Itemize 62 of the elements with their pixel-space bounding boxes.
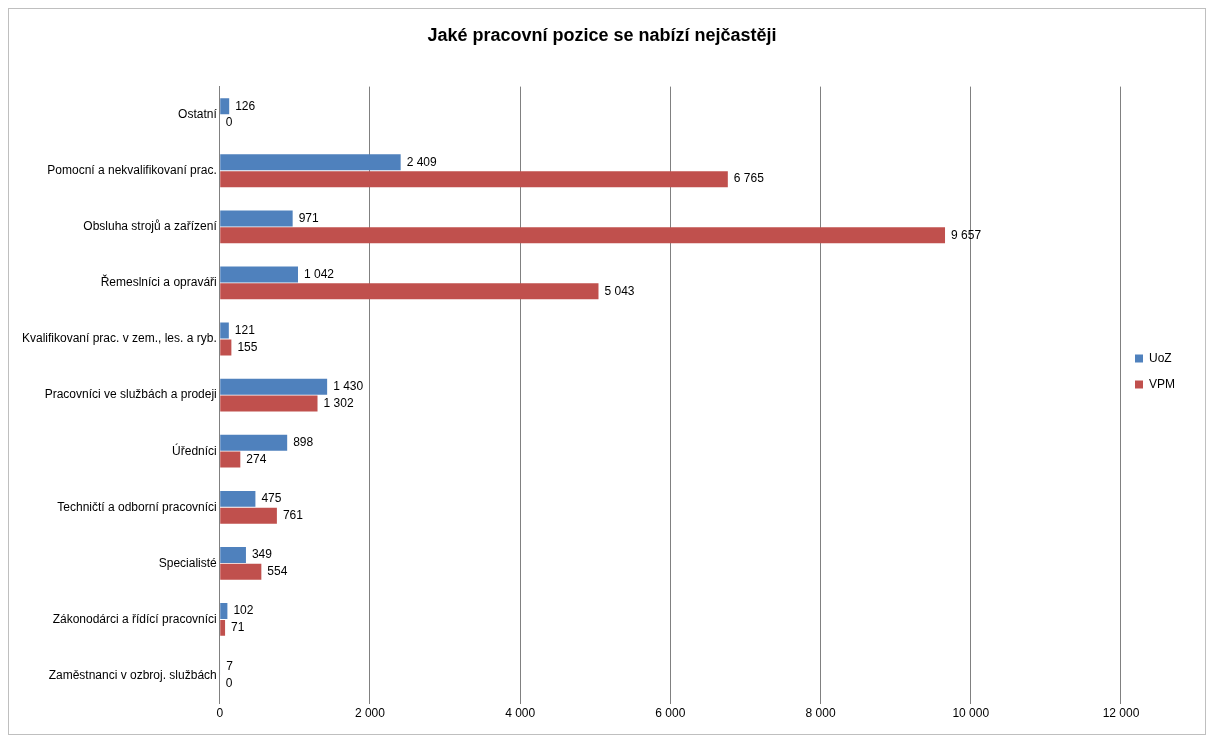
y-tick-label: Pracovníci ve službách a prodeji [44,387,217,402]
y-tick-label: Kvalifikovaní prac. v zem., les. a ryb. [21,331,217,346]
data-label: 761 [282,508,304,523]
data-label: 71 [231,620,245,635]
x-tick-label: 8 000 [805,706,836,721]
data-label: 898 [293,435,314,450]
x-tick-label: 10 000 [952,706,990,721]
chart-title: Jaké pracovní pozice se nabízí nejčastěji [427,24,777,45]
legend-label: UoZ [1149,350,1172,365]
data-label: 1 302 [323,395,354,410]
data-label: 6 765 [733,171,765,186]
data-label: 475 [261,491,282,506]
bar [220,378,328,395]
y-tick-label: Řemeslníci a opraváři [100,274,217,290]
data-label: 274 [246,451,267,466]
data-label: 9 657 [951,227,982,242]
bar [220,451,241,468]
x-tick-label: 2 000 [354,706,386,721]
bar [220,434,288,451]
bar [220,546,246,563]
data-label: 1 042 [304,266,335,281]
bar [220,603,228,620]
y-tick-label: Zákonodárci a řídící pracovníci [52,611,217,626]
data-label: 126 [235,98,256,113]
data-label: 349 [251,547,273,562]
data-label: 155 [237,339,258,354]
bar [220,507,277,524]
bar [220,210,293,227]
bar [220,490,256,507]
data-label: 0 [225,676,233,691]
bar [220,171,728,188]
data-label: 1 430 [333,379,364,393]
data-label: 2 409 [406,154,438,169]
data-label: 5 043 [604,283,635,298]
x-tick-label: 12 000 [1102,706,1140,721]
data-label: 554 [267,564,288,579]
bar [220,563,262,580]
data-label: 102 [233,603,254,618]
x-tick-label: 6 000 [655,706,686,721]
y-tick-label: Pomocní a nekvalifikovaní prac. [47,163,217,178]
y-tick-label: Specialisté [158,555,218,570]
bar [220,266,298,283]
data-label: 7 [226,659,234,674]
y-tick-label: Obsluha strojů a zařízení [83,219,218,234]
y-tick-label: Zaměstnanci v ozbroj. službách [48,667,217,682]
data-label: 0 [225,115,233,130]
bar [220,339,232,356]
y-tick-label: Úředníci [172,442,217,458]
bar [220,283,599,300]
bar [220,98,230,115]
data-label: 971 [298,210,320,225]
data-label: 121 [234,322,256,337]
x-tick-label: 4 000 [505,706,536,721]
legend-label: VPM [1149,376,1176,391]
x-tick-label: 0 [216,706,224,721]
bar [220,227,946,244]
bar [220,619,226,636]
y-tick-label: Techničtí a odborní pracovníci [57,499,217,514]
bar [220,395,318,412]
bar [220,154,401,171]
bar [220,322,229,339]
y-tick-label: Ostatní [178,106,218,121]
